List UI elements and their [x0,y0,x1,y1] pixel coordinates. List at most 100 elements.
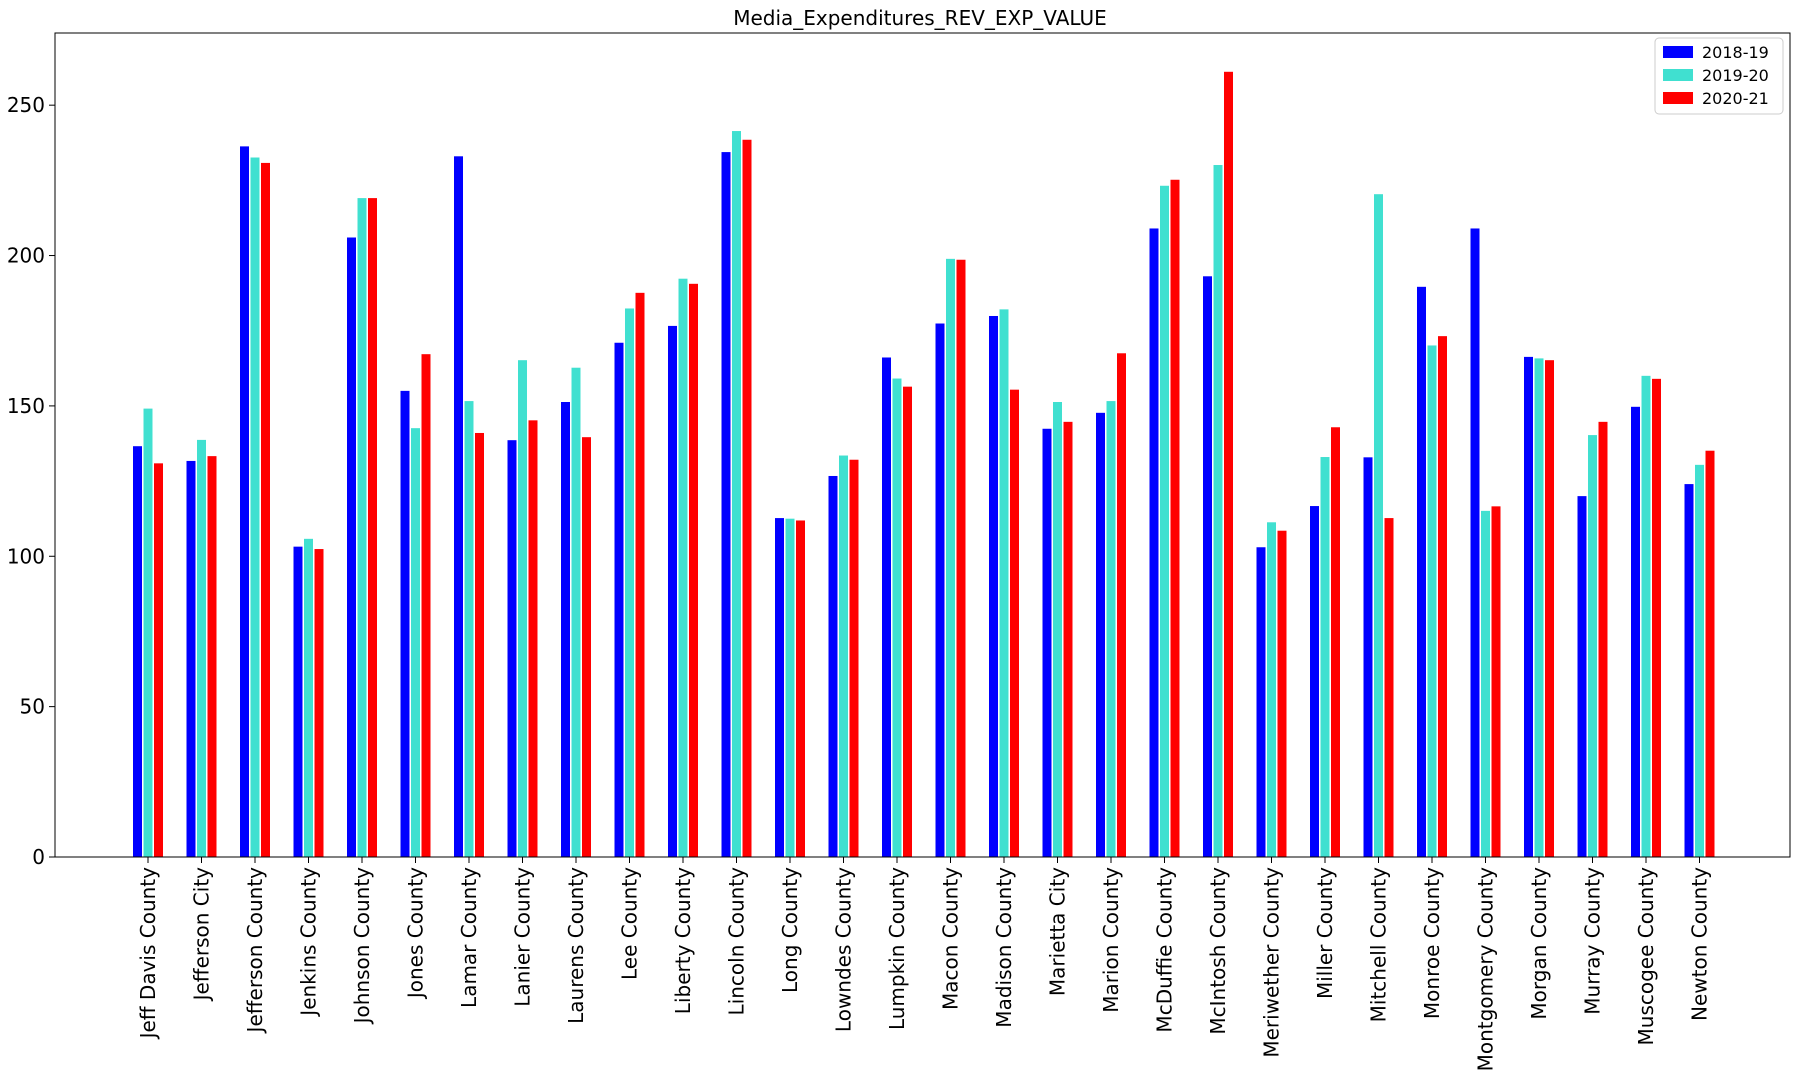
x-tick-label: Newton County [1688,867,1712,1021]
bar-2018-19-13 [828,475,838,857]
bar-2018-19-29 [1684,484,1694,857]
x-tick-label: Lincoln County [725,867,749,1016]
bar-2018-19-4 [347,237,356,857]
bar-2020-21-1 [207,456,217,857]
x-tick-label: Long County [778,867,802,993]
bar-2019-20-8 [571,367,581,857]
bar-2019-20-19 [1160,185,1169,857]
bar-2018-19-12 [775,518,784,857]
bar-2018-19-18 [1096,412,1105,857]
chart-title: Media_Expenditures_REV_EXP_VALUE [733,6,1107,30]
x-tick-label: Miller County [1313,867,1337,999]
y-tick-label: 150 [7,394,45,418]
bar-2020-21-16 [1010,389,1019,857]
x-tick-label: Lamar County [457,867,481,1008]
x-tick-label: Jefferson County [243,867,267,1035]
bar-2020-21-7 [528,420,538,857]
bar-2020-21-17 [1063,421,1073,857]
bar-2020-21-13 [849,459,859,857]
bar-2018-19-28 [1631,406,1640,857]
x-tick-label: Mitchell County [1367,867,1391,1022]
bar-2019-20-29 [1695,464,1704,857]
bar-2020-21-2 [261,162,270,858]
bar-2020-21-20 [1224,71,1233,858]
bar-2020-21-19 [1170,179,1180,857]
bar-2020-21-21 [1277,530,1287,857]
bar-2018-19-24 [1417,286,1426,857]
bar-2018-19-25 [1470,228,1480,858]
x-tick-label: Lowndes County [832,867,856,1032]
bar-2020-21-26 [1545,360,1554,857]
bar-2020-21-12 [796,520,805,857]
bar-2020-21-4 [368,198,377,858]
bar-2019-20-14 [892,378,902,857]
legend-label-2020-21: 2020-21 [1702,89,1769,108]
bar-2020-21-18 [1117,353,1126,857]
bar-2020-21-24 [1438,336,1447,857]
bar-2019-20-20 [1213,165,1223,857]
plot-frame [54,32,1791,858]
bar-2020-21-25 [1491,506,1501,857]
bar-2019-20-26 [1534,358,1544,857]
x-tick-label: Marion County [1099,867,1123,1013]
bar-2018-19-20 [1203,276,1212,857]
bar-2018-19-9 [614,342,624,857]
bar-2019-20-0 [143,408,153,857]
bar-2018-19-7 [507,440,517,857]
bar-2018-19-23 [1363,457,1373,857]
y-axis: 0 50 100 150 200 250 [7,93,55,869]
bar-2018-19-21 [1256,547,1266,857]
bar-2020-21-6 [475,432,484,857]
bar-2019-20-6 [464,401,474,857]
bar-2019-20-3 [304,538,313,857]
x-tick-label: McDuffie County [1153,867,1177,1033]
bar-2018-19-27 [1577,496,1587,857]
y-tick-label: 100 [7,544,45,568]
bar-2020-21-15 [956,259,966,857]
bar-2018-19-14 [882,357,891,857]
x-axis: Jeff Davis County Jefferson City Jefferson… [136,857,1712,1071]
bar-2018-19-11 [721,152,731,858]
bar-2019-20-18 [1106,401,1116,857]
x-tick-label: Montgomery County [1474,867,1498,1072]
x-tick-label: Johnson County [350,867,374,1026]
bar-2019-20-2 [250,157,260,857]
bar-2018-19-19 [1149,228,1159,858]
bar-2019-20-9 [625,308,634,858]
bar-2019-20-27 [1588,435,1597,857]
bar-2019-20-10 [678,278,688,857]
bar-2018-19-3 [293,546,303,857]
bar-2019-20-28 [1641,375,1651,857]
bar-2018-19-22 [1310,506,1319,857]
legend-label-2018-19: 2018-19 [1702,43,1769,62]
bar-2019-20-24 [1427,345,1437,857]
bar-2020-21-10 [689,283,698,857]
bar-2018-19-8 [561,402,570,857]
bar-2019-20-21 [1267,522,1276,857]
x-tick-label: Jenkins County [297,867,321,1018]
bar-2018-19-1 [186,460,196,857]
legend-swatch-2018-19 [1663,46,1693,58]
x-tick-label: Morgan County [1527,867,1551,1020]
bar-2018-19-16 [989,315,998,857]
x-tick-label: Lumpkin County [885,867,909,1030]
bar-2018-19-10 [668,325,677,857]
bar-2020-21-29 [1705,450,1715,857]
bar-2019-20-4 [357,198,367,858]
bars-group [133,71,1715,858]
bar-2018-19-15 [935,323,945,857]
bar-2020-21-5 [421,354,431,857]
bar-2018-19-5 [400,390,410,857]
bar-2019-20-25 [1481,510,1490,857]
y-tick-label: 50 [20,695,45,719]
x-tick-label: Liberty County [671,867,695,1014]
x-tick-label: Lanier County [511,867,535,1007]
legend-label-2019-20: 2019-20 [1702,66,1769,85]
bar-2020-21-27 [1598,421,1608,857]
bar-2019-20-12 [785,518,795,857]
legend: 2018-19 2019-20 2020-21 [1654,37,1784,115]
bar-2018-19-6 [454,156,463,858]
bar-2019-20-7 [518,360,527,857]
x-tick-label: Jefferson City [190,867,214,1003]
